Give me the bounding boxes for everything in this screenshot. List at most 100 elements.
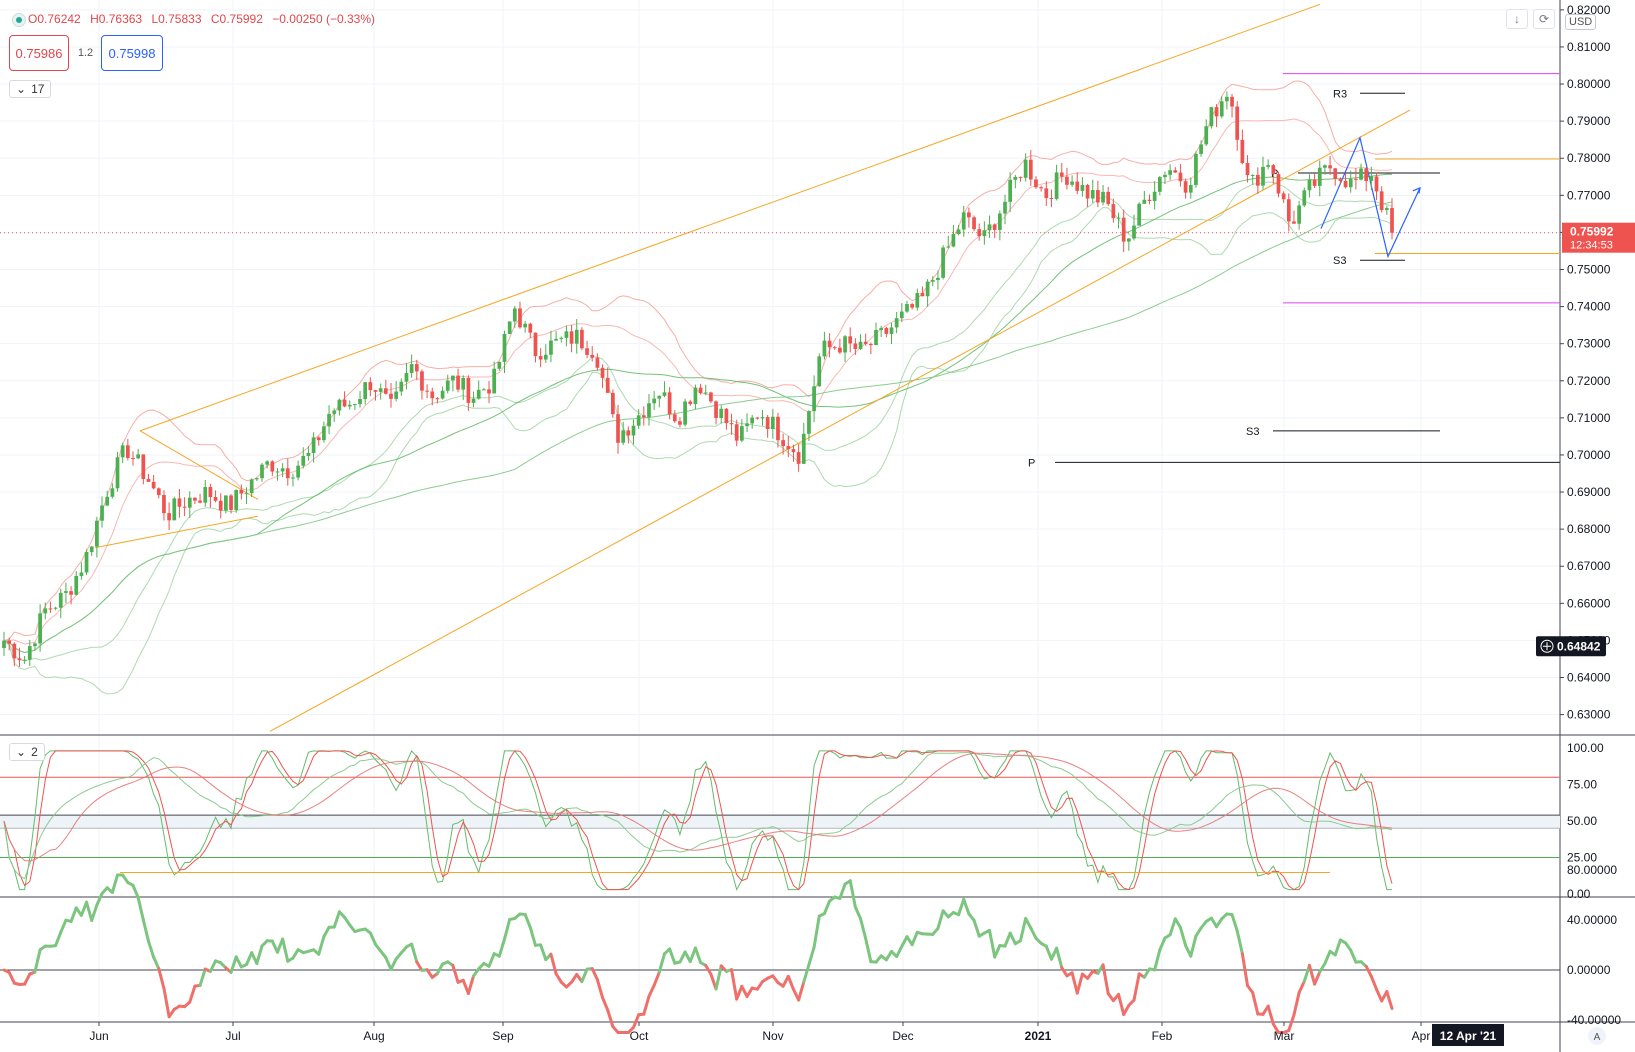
candle-body xyxy=(946,246,951,248)
ohlc-change: −0.00250 (−0.33%) xyxy=(272,12,375,26)
indicator-count: 17 xyxy=(31,82,45,96)
momentum-segment xyxy=(343,915,352,927)
candle-body xyxy=(698,387,703,394)
candle-body xyxy=(1374,176,1379,192)
candle-body xyxy=(347,404,352,407)
candle-body xyxy=(482,389,486,391)
reset-chart-button[interactable]: ⟳ xyxy=(1533,9,1555,29)
momentum-segment xyxy=(786,974,795,991)
candle-body xyxy=(1348,178,1353,188)
momentum-segment xyxy=(1060,966,1069,978)
candle-body xyxy=(162,495,166,514)
candle-body xyxy=(1178,172,1183,182)
momentum-segment xyxy=(425,968,434,979)
candle-body xyxy=(234,489,239,510)
pivot-label: S3 xyxy=(1333,255,1346,267)
candle-body xyxy=(224,495,228,511)
buy-button[interactable]: 0.75998 xyxy=(101,35,163,71)
candle-body xyxy=(611,392,615,415)
candle-body xyxy=(141,454,146,479)
candle-body xyxy=(1281,193,1286,200)
candle-body xyxy=(353,404,357,406)
last-price-value: 0.75992 xyxy=(1570,225,1614,239)
momentum-segment xyxy=(745,986,754,999)
scroll-to-latest-button[interactable]: ↓ xyxy=(1506,9,1528,29)
momentum-segment xyxy=(90,903,99,922)
y-tick-label: 0.72000 xyxy=(1567,374,1611,388)
momentum-segment xyxy=(1029,926,1038,940)
momentum-segment xyxy=(1101,963,1110,995)
candle-body xyxy=(1312,179,1317,186)
momentum-segment xyxy=(652,970,661,987)
candle-body xyxy=(497,361,502,369)
candle-body xyxy=(270,461,275,472)
candle-body xyxy=(549,340,553,355)
momentum-segment xyxy=(1369,974,1379,991)
candle-body xyxy=(249,479,254,494)
momentum-segment xyxy=(704,963,713,976)
y-tick-label: 0.70000 xyxy=(1567,448,1611,462)
momentum-segment xyxy=(157,967,166,990)
momentum-segment xyxy=(131,883,140,900)
bar-countdown: 12:34:53 xyxy=(1570,240,1613,252)
momentum-segment xyxy=(735,984,744,1001)
candle-body xyxy=(1276,174,1281,194)
candle-body xyxy=(930,280,935,282)
momentum-segment xyxy=(389,957,398,971)
momentum-segment xyxy=(957,897,966,917)
momentum-segment xyxy=(332,910,341,929)
candle-body xyxy=(641,415,646,418)
momentum-segment xyxy=(1018,917,1028,943)
candle-body xyxy=(703,392,708,394)
momentum-segment xyxy=(1117,992,1126,1016)
candle-body xyxy=(714,401,718,418)
momentum-segment xyxy=(647,983,656,998)
momentum-segment xyxy=(1173,917,1182,930)
momentum-segment xyxy=(539,943,548,962)
candle-body xyxy=(884,328,889,334)
momentum-segment xyxy=(121,873,130,885)
candle-body xyxy=(120,445,125,458)
moving-average-100 xyxy=(3,201,1393,654)
momentum-segment xyxy=(59,918,68,934)
sell-button[interactable]: 0.75986 xyxy=(9,35,69,71)
candle-body xyxy=(899,311,904,319)
candle-body xyxy=(1173,170,1178,173)
candle-body xyxy=(451,375,455,381)
momentum-segment xyxy=(972,918,981,938)
candle-body xyxy=(879,328,884,331)
momentum-segment xyxy=(606,1008,615,1029)
indicators-collapse-button[interactable]: ⌄ 17 xyxy=(9,80,52,98)
oscillator-collapse-button[interactable]: ⌄ 2 xyxy=(9,743,45,761)
candle-body xyxy=(342,399,347,407)
candle-body xyxy=(177,498,182,507)
candle-body xyxy=(605,377,610,393)
momentum-segment xyxy=(503,917,512,941)
momentum-segment xyxy=(54,930,63,948)
candle-body xyxy=(997,213,1002,230)
stoch-fast-d xyxy=(3,750,1393,891)
momentum-segment xyxy=(1142,967,1151,979)
momentum-segment xyxy=(848,879,857,909)
candle-body xyxy=(285,468,290,479)
momentum-segment xyxy=(523,912,532,930)
candle-body xyxy=(1075,181,1080,191)
momentum-segment xyxy=(1302,963,1311,983)
momentum-segment xyxy=(797,980,806,1002)
momentum-segment xyxy=(838,882,847,900)
triangle-lower-line xyxy=(94,515,259,549)
candle-body xyxy=(409,364,414,374)
momentum-segment xyxy=(1287,1013,1296,1032)
candle-body xyxy=(1390,208,1394,233)
candle-body xyxy=(1126,238,1131,242)
candle-body xyxy=(631,425,636,436)
candle-body xyxy=(1364,168,1369,181)
candle-body xyxy=(616,414,620,443)
candle-body xyxy=(1384,208,1389,210)
momentum-segment xyxy=(549,952,558,976)
ohlc-close: C0.75992 xyxy=(210,12,263,26)
candle-body xyxy=(863,341,868,344)
candle-body xyxy=(1044,188,1049,199)
momentum-segment xyxy=(632,1013,641,1029)
